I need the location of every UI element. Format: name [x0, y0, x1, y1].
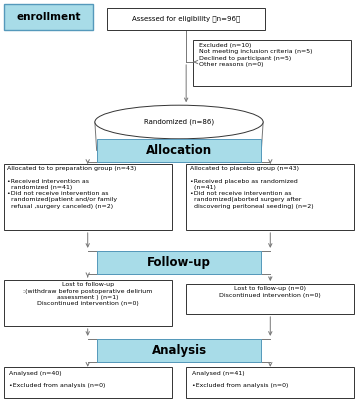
FancyBboxPatch shape — [186, 164, 354, 230]
FancyBboxPatch shape — [4, 367, 172, 398]
FancyBboxPatch shape — [97, 339, 261, 362]
FancyBboxPatch shape — [4, 280, 172, 326]
Text: Lost to follow-up
:(withdraw before postoperative delirium
assessment ) (n=1)
Di: Lost to follow-up :(withdraw before post… — [23, 282, 153, 306]
Text: Assessed for eligibility （n=96）: Assessed for eligibility （n=96） — [132, 16, 240, 22]
Text: Follow-up: Follow-up — [147, 256, 211, 269]
Text: enrollment: enrollment — [16, 12, 81, 22]
Text: Allocated to placebo group (n=43)

•Received placebo as randomized
  (n=41)
•Did: Allocated to placebo group (n=43) •Recei… — [190, 166, 313, 209]
FancyBboxPatch shape — [186, 367, 354, 398]
Text: Analysed (n=40)

•Excluded from analysis (n=0): Analysed (n=40) •Excluded from analysis … — [9, 371, 105, 388]
Text: Excluded (n=10)
Not meeting inclusion criteria (n=5)
Declined to participant (n=: Excluded (n=10) Not meeting inclusion cr… — [199, 43, 312, 67]
FancyBboxPatch shape — [186, 284, 354, 314]
FancyBboxPatch shape — [107, 8, 265, 30]
FancyBboxPatch shape — [193, 40, 351, 86]
Text: Analysis: Analysis — [151, 344, 207, 357]
FancyBboxPatch shape — [97, 139, 261, 162]
Text: Lost to follow-up (n=0)
Discontinued intervention (n=0): Lost to follow-up (n=0) Discontinued int… — [219, 286, 321, 298]
Text: Allocated to to preparation group (n=43)

•Received intervention as
  randomized: Allocated to to preparation group (n=43)… — [7, 166, 136, 209]
FancyBboxPatch shape — [97, 251, 261, 274]
FancyBboxPatch shape — [4, 4, 93, 30]
Text: Analysed (n=41)

•Excluded from analysis (n=0): Analysed (n=41) •Excluded from analysis … — [192, 371, 288, 388]
Text: Allocation: Allocation — [146, 144, 212, 157]
FancyBboxPatch shape — [4, 164, 172, 230]
Text: Randomized (n=86): Randomized (n=86) — [144, 119, 214, 125]
Ellipse shape — [95, 105, 263, 139]
